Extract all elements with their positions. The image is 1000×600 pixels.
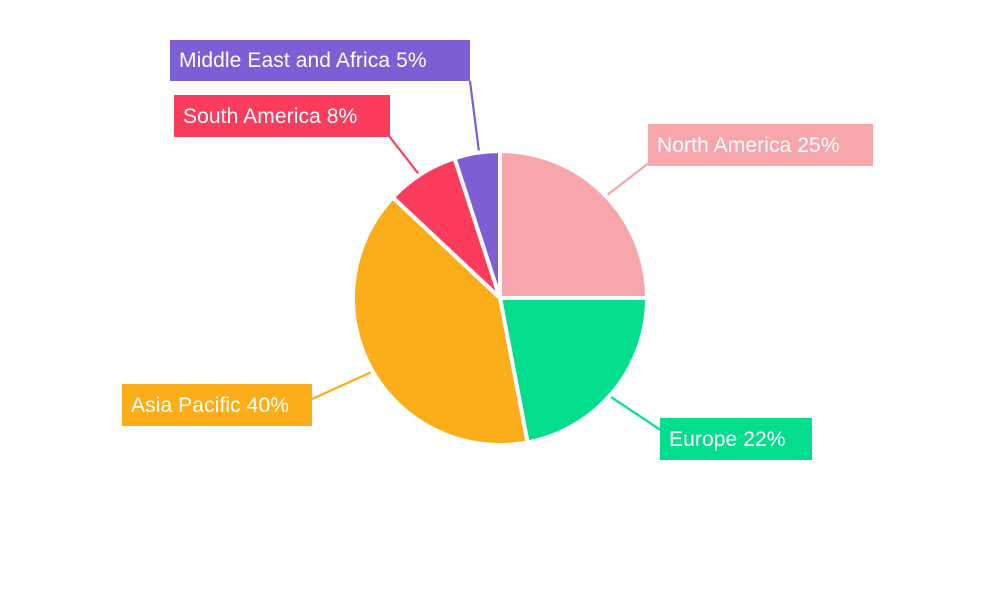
pie-label-asia-pacific[interactable]: Asia Pacific 40%	[122, 384, 312, 426]
leader-line-europe	[610, 396, 663, 432]
leader-line-south-america	[388, 135, 422, 178]
pie-label-south-america[interactable]: South America 8%	[174, 95, 390, 137]
leader-lines-group	[309, 80, 663, 432]
pie-slice-europe[interactable]	[498, 296, 649, 445]
leader-line-north-america	[605, 161, 651, 197]
pie-label-europe[interactable]: Europe 22%	[660, 418, 812, 460]
pie-label-north-america[interactable]: North America 25%	[648, 124, 873, 166]
pie-slice-asia-pacific[interactable]	[350, 195, 530, 447]
pie-slice-middle-east-and-africa[interactable]	[452, 149, 502, 300]
pie-slice-north-america[interactable]	[498, 149, 649, 300]
leader-line-middle-east-and-africa	[468, 80, 481, 153]
leader-line-asia-pacific	[309, 368, 377, 402]
pie-label-middle-east-and-africa[interactable]: Middle East and Africa 5%	[170, 40, 470, 81]
pie-slices-group	[350, 149, 649, 447]
